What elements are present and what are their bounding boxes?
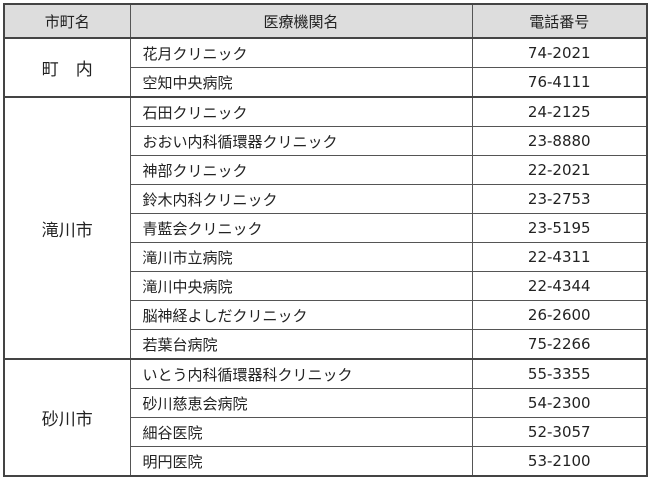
- phone-number-cell: 55-3355: [471, 358, 648, 389]
- phone-number-cell: 23-8880: [471, 126, 648, 156]
- institution-name-cell: 脳神経よしだクリニック: [129, 300, 473, 330]
- institution-name-cell: 明円医院: [129, 446, 473, 477]
- phone-number-cell: 24-2125: [471, 96, 648, 127]
- phone-number-cell: 74-2021: [471, 37, 648, 68]
- table-row: 砂川市 いとう内科循環器科クリニック 55-3355: [3, 358, 648, 477]
- city-cell: 滝川市: [3, 96, 131, 360]
- table-row: 砂川慈恵会病院 54-2300: [4, 388, 648, 418]
- table-row: 空知中央病院 76-4111: [4, 67, 648, 98]
- institution-name-cell: おおい内科循環器クリニック: [129, 126, 473, 156]
- header-phone: 電話番号: [471, 3, 648, 39]
- medical-institution-table: 市町名 医療機関名 電話番号 町 内花月クリニック 74-2021 空知中央病院 76…: [3, 3, 648, 477]
- institution-name-cell: 空知中央病院: [129, 67, 473, 98]
- phone-number-cell: 22-2021: [471, 155, 648, 185]
- table-row: 滝川中央病院 22-4344: [4, 271, 648, 301]
- city-cell: 砂川市: [3, 358, 131, 477]
- institution-name-cell: 青藍会クリニック: [129, 213, 473, 243]
- institution-name-cell: 花月クリニック: [129, 37, 473, 68]
- phone-number-cell: 52-3057: [471, 417, 648, 447]
- city-cell: 町 内: [3, 37, 131, 98]
- phone-number-cell: 54-2300: [471, 388, 648, 418]
- table-row: 滝川市立病院 22-4311: [4, 242, 648, 272]
- institution-name-cell: いとう内科循環器科クリニック: [129, 358, 473, 389]
- institution-name-cell: 神部クリニック: [129, 155, 473, 185]
- institution-name-cell: 細谷医院: [129, 417, 473, 447]
- institution-name-cell: 石田クリニック: [129, 96, 473, 127]
- phone-number-cell: 22-4311: [471, 242, 648, 272]
- institution-name-cell: 若葉台病院: [129, 329, 473, 360]
- institution-name-cell: 砂川慈恵会病院: [129, 388, 473, 418]
- table-row: 滝川市 石田クリニック 24-2125: [3, 96, 648, 360]
- table-body: 町 内花月クリニック 74-2021 空知中央病院 76-4111 滝川市 石田クリニック…: [3, 37, 648, 477]
- phone-number-cell: 76-4111: [471, 67, 648, 98]
- institution-name-cell: 滝川中央病院: [129, 271, 473, 301]
- phone-number-cell: 22-4344: [471, 271, 648, 301]
- institution-name-cell: 鈴木内科クリニック: [129, 184, 473, 214]
- table-row: 町 内花月クリニック 74-2021: [3, 37, 648, 98]
- header-institution: 医療機関名: [129, 3, 473, 39]
- phone-number-cell: 23-2753: [471, 184, 648, 214]
- phone-number-cell: 53-2100: [471, 446, 648, 477]
- header-city: 市町名: [3, 3, 131, 39]
- header-row: 市町名 医療機関名 電話番号: [3, 3, 648, 39]
- table-row: 鈴木内科クリニック 23-2753: [4, 184, 648, 214]
- phone-number-cell: 75-2266: [471, 329, 648, 360]
- table-row: 細谷医院 52-3057: [4, 417, 648, 447]
- phone-number-cell: 26-2600: [471, 300, 648, 330]
- phone-number-cell: 23-5195: [471, 213, 648, 243]
- table-row: 青藍会クリニック 23-5195: [4, 213, 648, 243]
- table-row: 脳神経よしだクリニック 26-2600: [4, 300, 648, 330]
- table-row: 神部クリニック 22-2021: [4, 155, 648, 185]
- institution-name-cell: 滝川市立病院: [129, 242, 473, 272]
